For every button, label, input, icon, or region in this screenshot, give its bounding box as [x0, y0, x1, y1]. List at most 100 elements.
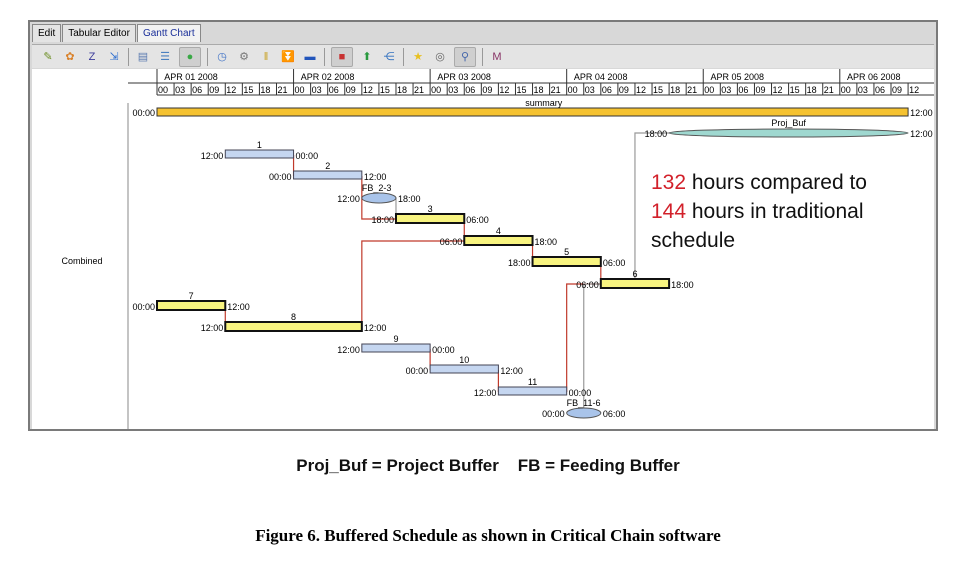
hour-tick: 18	[260, 85, 270, 95]
hour-tick: 06	[329, 85, 339, 95]
task-end-label: 12:00	[910, 108, 933, 118]
filter-icon[interactable]: ⚲	[454, 46, 476, 67]
view-icon[interactable]: ◎	[435, 51, 445, 63]
buffered-hours: 132	[651, 171, 687, 194]
traditional-hours: 144	[651, 200, 687, 223]
hour-tick: 21	[687, 85, 697, 95]
task-start-label: 18:00	[645, 129, 668, 139]
figure-caption: Figure 6. Buffered Schedule as shown in …	[255, 526, 721, 545]
hour-tick: 00	[568, 85, 578, 95]
task-start-label: 00:00	[132, 302, 155, 312]
task-name: FB_11-6	[567, 398, 601, 408]
day-label: APR 02 2008	[301, 72, 355, 82]
task-start-label: 06:00	[576, 280, 599, 290]
export-icon[interactable]: ⬆	[362, 51, 372, 63]
tab-tabular-editor[interactable]: Tabular Editor	[62, 24, 136, 42]
task-name: 4	[496, 226, 501, 236]
task-end-label: 00:00	[432, 345, 455, 355]
hour-tick: 09	[482, 85, 492, 95]
task-end-label: 12:00	[364, 172, 387, 182]
summary-bar	[156, 107, 909, 117]
dependency-link	[634, 132, 670, 284]
task-bar	[361, 343, 431, 353]
day-label: APR 03 2008	[437, 72, 491, 82]
buffer-icon[interactable]: ■	[331, 46, 353, 67]
task-bar	[224, 321, 363, 332]
task-bar	[497, 386, 568, 396]
hour-tick: 12	[636, 85, 646, 95]
task-name: 11	[528, 377, 537, 387]
hour-tick: 12	[909, 85, 919, 95]
task-bar	[224, 149, 295, 159]
hour-tick: 00	[158, 85, 168, 95]
task-name: 5	[564, 247, 569, 257]
task-name: 9	[393, 334, 398, 344]
table-icon[interactable]: ▤	[137, 51, 149, 63]
color-icon[interactable]: ✿	[65, 51, 75, 63]
annotation-text: hours compared to	[686, 171, 867, 194]
task-end-label: 12:00	[227, 302, 250, 312]
task-bar	[156, 300, 227, 311]
task-bar	[429, 364, 499, 374]
day-label: APR 06 2008	[847, 72, 901, 82]
hour-tick: 03	[312, 85, 322, 95]
task-name: 10	[459, 355, 469, 365]
task-start-label: 00:00	[542, 409, 565, 419]
hour-tick: 09	[755, 85, 765, 95]
app-window: Edit Tabular Editor Gantt Chart ✎ ✿ Z ⇲ ▤ ☰ ● ◷…	[28, 20, 938, 431]
settings-icon[interactable]: ⚙	[239, 51, 249, 63]
hour-tick: 12	[773, 85, 783, 95]
hour-tick: 00	[295, 85, 305, 95]
toolbar-separator	[403, 47, 404, 66]
day-label: APR 01 2008	[164, 72, 218, 82]
hour-tick: 21	[414, 85, 424, 95]
annotation-text: hours in traditional	[686, 200, 864, 223]
gantt-icon[interactable]: ☰	[160, 51, 170, 63]
edit-icon[interactable]: ✎	[43, 51, 53, 63]
tab-gantt-chart[interactable]: Gantt Chart	[136, 24, 201, 42]
dependency-link	[361, 240, 465, 327]
task-start-label: 00:00	[406, 366, 429, 376]
hour-tick: 09	[619, 85, 629, 95]
tab-edit[interactable]: Edit	[32, 24, 62, 42]
toolbar-separator	[207, 47, 208, 66]
timeline-header	[32, 69, 934, 111]
dependency-link	[583, 283, 601, 413]
task-end-label: 06:00	[603, 409, 626, 419]
hour-tick: 15	[790, 85, 800, 95]
task-end-label: 18:00	[398, 194, 421, 204]
hour-tick: 12	[226, 85, 236, 95]
day-label: APR 05 2008	[710, 72, 764, 82]
toggle-icon[interactable]: ●	[179, 46, 201, 67]
task-start-label: 18:00	[508, 258, 531, 268]
star-icon[interactable]: ★	[413, 51, 423, 63]
task-start-label: 12:00	[474, 388, 497, 398]
buffer-bar	[566, 407, 602, 419]
clock-icon[interactable]: ◷	[217, 51, 227, 63]
hour-tick: 21	[824, 85, 834, 95]
buffer-bar	[668, 128, 909, 138]
task-bar	[599, 278, 671, 289]
hour-tick: 18	[807, 85, 817, 95]
hour-tick: 06	[602, 85, 612, 95]
toolbar: ✎ ✿ Z ⇲ ▤ ☰ ● ◷ ⚙ ‖ ⏬ ▬ ■ ⬆ ⋲ ★ ◎ ⚲ M	[32, 44, 934, 68]
hour-tick: 18	[670, 85, 680, 95]
link-help-icon[interactable]: ⇲	[109, 51, 119, 63]
m-icon[interactable]: M	[492, 50, 502, 63]
task-name: 2	[325, 161, 330, 171]
text-icon[interactable]: Z	[88, 50, 96, 63]
hour-tick: 00	[431, 85, 441, 95]
split-icon[interactable]: ‖	[263, 50, 269, 63]
hour-tick: 09	[209, 85, 219, 95]
move-icon[interactable]: ▬	[304, 50, 316, 63]
task-start-label: 12:00	[337, 194, 360, 204]
collapse-icon[interactable]: ⏬	[281, 51, 295, 63]
task-name: 8	[291, 312, 296, 322]
task-bar	[394, 213, 466, 224]
hour-tick: 21	[551, 85, 561, 95]
task-name: summary	[525, 98, 563, 108]
task-end-label: 12:00	[364, 323, 387, 333]
task-bar	[293, 170, 363, 180]
toolbar-separator	[482, 47, 483, 66]
network-icon[interactable]: ⋲	[383, 51, 395, 63]
